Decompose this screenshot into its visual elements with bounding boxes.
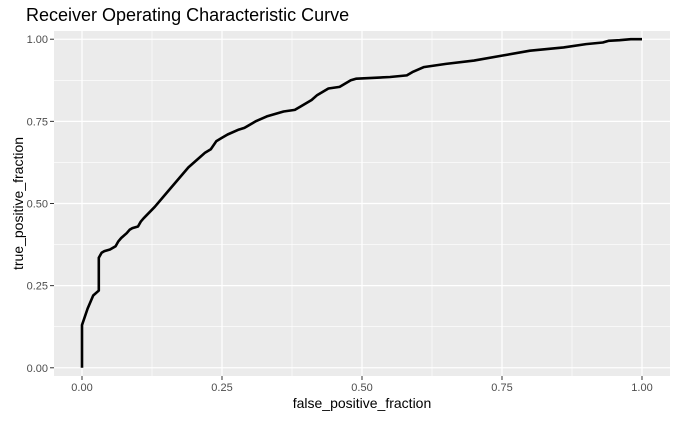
chart-title: Receiver Operating Characteristic Curve	[26, 5, 349, 25]
x-tick-label: 0.25	[211, 382, 232, 394]
y-tick-label: 0.75	[27, 116, 48, 128]
y-tick-label: 0.50	[27, 199, 48, 211]
x-tick-label: 0.00	[71, 382, 92, 394]
y-tick-label: 1.00	[27, 34, 48, 46]
y-tick-label: 0.00	[27, 363, 48, 375]
y-axis: 0.00 0.25 0.50 0.75 1.00	[27, 34, 54, 375]
x-tick-label: 1.00	[631, 382, 652, 394]
x-axis: 0.00 0.25 0.50 0.75 1.00	[71, 376, 652, 394]
y-axis-title: true_positive_fraction	[10, 137, 26, 270]
x-tick-label: 0.75	[491, 382, 512, 394]
x-tick-label: 0.50	[351, 382, 372, 394]
x-axis-title: false_positive_fraction	[293, 395, 432, 411]
y-tick-label: 0.25	[27, 281, 48, 293]
